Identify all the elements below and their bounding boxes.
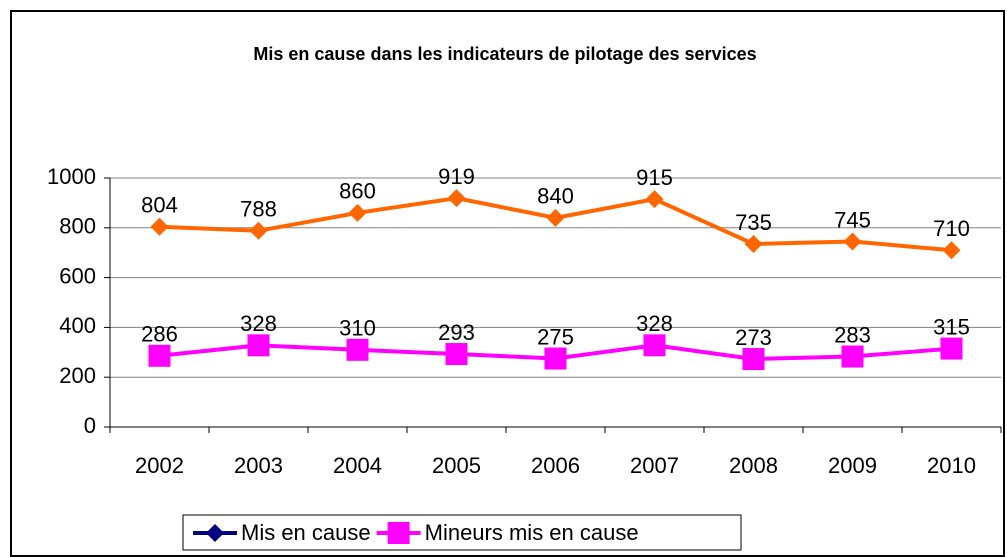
legend-label: Mis en cause xyxy=(241,520,371,545)
x-tick-label: 2008 xyxy=(729,453,778,478)
marker xyxy=(249,221,268,240)
chart-title: Mis en cause dans les indicateurs de pil… xyxy=(253,44,756,64)
data-label: 710 xyxy=(933,216,970,241)
y-tick-label: 0 xyxy=(84,413,96,438)
marker xyxy=(346,338,369,361)
data-label: 283 xyxy=(834,322,871,347)
x-tick-label: 2005 xyxy=(432,453,481,478)
marker xyxy=(544,347,567,370)
data-label: 275 xyxy=(537,324,574,349)
marker xyxy=(942,241,961,260)
marker xyxy=(742,348,765,371)
marker xyxy=(150,217,169,236)
data-label: 310 xyxy=(339,316,376,341)
marker xyxy=(546,208,565,227)
marker xyxy=(645,190,664,209)
chart-border xyxy=(10,10,1005,557)
legend-label: Mineurs mis en cause xyxy=(425,520,639,545)
data-label: 804 xyxy=(141,193,178,218)
x-tick-label: 2004 xyxy=(333,453,382,478)
marker xyxy=(940,337,963,360)
data-label: 788 xyxy=(240,197,277,222)
y-tick-label: 400 xyxy=(59,313,96,338)
y-tick-label: 600 xyxy=(59,263,96,288)
y-tick-label: 200 xyxy=(59,363,96,388)
marker xyxy=(247,334,270,357)
data-label: 328 xyxy=(240,311,277,336)
x-tick-label: 2006 xyxy=(531,453,580,478)
marker xyxy=(843,232,862,251)
y-tick-label: 800 xyxy=(59,214,96,239)
data-label: 293 xyxy=(438,320,475,345)
x-tick-label: 2003 xyxy=(234,453,283,478)
data-label: 273 xyxy=(735,325,772,350)
marker xyxy=(206,524,224,542)
marker xyxy=(841,345,864,368)
x-tick-label: 2002 xyxy=(135,453,184,478)
marker xyxy=(445,343,468,366)
marker xyxy=(148,344,171,367)
marker xyxy=(744,234,763,253)
data-label: 315 xyxy=(933,314,970,339)
marker xyxy=(643,334,666,357)
y-tick-label: 1000 xyxy=(47,164,96,189)
data-label: 286 xyxy=(141,322,178,347)
marker xyxy=(447,189,466,208)
marker xyxy=(387,522,410,544)
x-tick-label: 2010 xyxy=(927,453,976,478)
data-label: 745 xyxy=(834,207,871,232)
x-tick-label: 2007 xyxy=(630,453,679,478)
data-label: 840 xyxy=(537,184,574,209)
data-label: 860 xyxy=(339,179,376,204)
data-label: 328 xyxy=(636,311,673,336)
legend-box xyxy=(182,514,742,551)
x-tick-label: 2009 xyxy=(828,453,877,478)
data-label: 735 xyxy=(735,210,772,235)
data-label: 919 xyxy=(438,164,475,189)
data-label: 915 xyxy=(636,165,673,190)
marker xyxy=(348,203,367,222)
